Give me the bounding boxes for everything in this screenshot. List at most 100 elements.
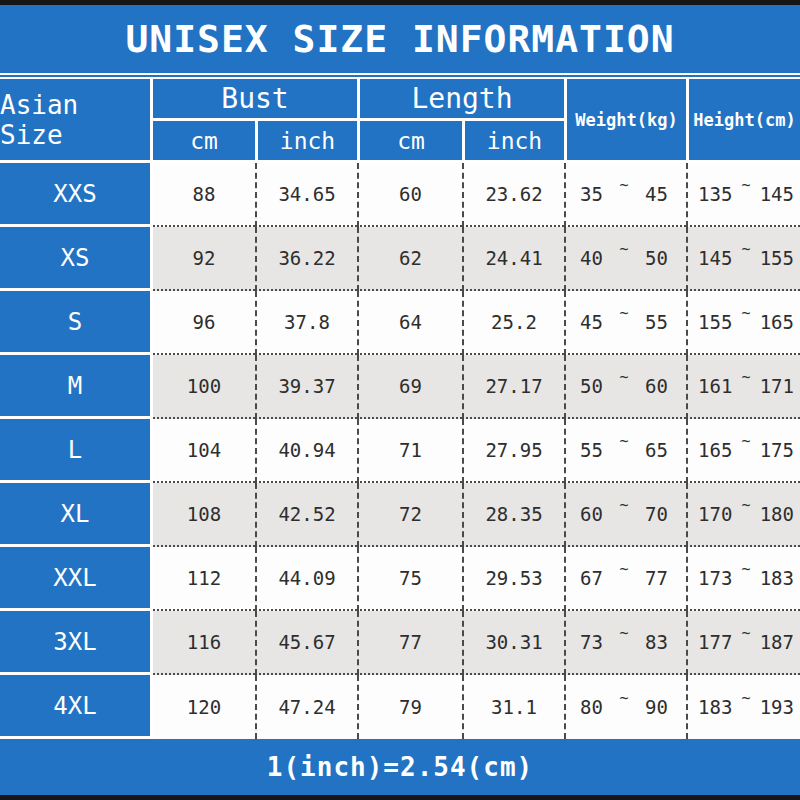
subcol-length-inch: inch — [462, 121, 564, 160]
tilde-glyph: ~ — [619, 432, 628, 450]
height-max: 165 — [760, 311, 794, 333]
bust-inch-cell: 45.67 — [255, 611, 357, 675]
length-cm-cell: 71 — [357, 419, 462, 483]
bust-inch-cell: 37.8 — [255, 291, 357, 355]
tilde-glyph: ~ — [741, 304, 750, 322]
weight-min: 55 — [580, 439, 603, 461]
size-chart-page: UNISEX SIZE INFORMATION Asian Size Bust … — [0, 0, 800, 800]
weight-max: 77 — [645, 567, 668, 589]
tilde-glyph: ~ — [619, 689, 628, 707]
table-header: Asian Size Bust Length Weight(kg) Height… — [0, 79, 800, 163]
length-inch-cell: 27.17 — [462, 355, 564, 419]
height-min: 135 — [698, 183, 732, 205]
table-row: XXS 88 34.65 60 23.62 35 ~ 45 135 ~ 145 — [0, 163, 800, 227]
tilde-glyph: ~ — [619, 368, 628, 386]
bust-cm-cell: 116 — [153, 611, 255, 675]
length-cm-cell: 60 — [357, 163, 462, 227]
bust-cm-cell: 88 — [153, 163, 255, 227]
height-min: 183 — [698, 696, 732, 718]
subcol-bust-inch: inch — [255, 121, 357, 160]
height-range-cell: 173 ~ 183 — [686, 547, 800, 611]
tilde-glyph: ~ — [741, 176, 750, 194]
length-cm-cell: 62 — [357, 227, 462, 291]
weight-max: 90 — [645, 696, 668, 718]
length-cm-cell: 75 — [357, 547, 462, 611]
weight-range-cell: 73 ~ 83 — [564, 611, 686, 675]
length-cm-cell: 69 — [357, 355, 462, 419]
weight-range-cell: 35 ~ 45 — [564, 163, 686, 227]
length-cm-cell: 79 — [357, 675, 462, 739]
length-inch-cell: 27.95 — [462, 419, 564, 483]
col-header-weight: Weight(kg) — [564, 79, 686, 160]
bust-inch-cell: 44.09 — [255, 547, 357, 611]
tilde-glyph: ~ — [741, 432, 750, 450]
height-max: 155 — [760, 247, 794, 269]
length-inch-cell: 29.53 — [462, 547, 564, 611]
tilde-glyph: ~ — [619, 560, 628, 578]
weight-range-cell: 45 ~ 55 — [564, 291, 686, 355]
weight-max: 70 — [645, 503, 668, 525]
subcol-length-cm: cm — [357, 121, 462, 160]
weight-max: 55 — [645, 311, 668, 333]
weight-max: 65 — [645, 439, 668, 461]
bust-inch-cell: 39.37 — [255, 355, 357, 419]
height-range-cell: 161 ~ 171 — [686, 355, 800, 419]
weight-min: 67 — [580, 567, 603, 589]
height-max: 180 — [760, 503, 794, 525]
weight-min: 35 — [580, 183, 603, 205]
tilde-glyph: ~ — [619, 496, 628, 514]
bust-inch-cell: 36.22 — [255, 227, 357, 291]
height-max: 187 — [760, 631, 794, 653]
weight-max: 50 — [645, 247, 668, 269]
tilde-glyph: ~ — [741, 240, 750, 258]
height-max: 171 — [760, 375, 794, 397]
weight-range-cell: 55 ~ 65 — [564, 419, 686, 483]
table-body: XXS 88 34.65 60 23.62 35 ~ 45 135 ~ 145 … — [0, 163, 800, 739]
bottom-frame-bar — [0, 795, 800, 800]
weight-min: 45 — [580, 311, 603, 333]
size-label-cell: 4XL — [0, 675, 153, 739]
height-max: 193 — [760, 696, 794, 718]
bust-cm-cell: 96 — [153, 291, 255, 355]
tilde-glyph: ~ — [619, 176, 628, 194]
tilde-glyph: ~ — [741, 689, 750, 707]
table-row: S 96 37.8 64 25.2 45 ~ 55 155 ~ 165 — [0, 291, 800, 355]
height-range-cell: 135 ~ 145 — [686, 163, 800, 227]
tilde-glyph: ~ — [741, 624, 750, 642]
table-row: XS 92 36.22 62 24.41 40 ~ 50 145 ~ 155 — [0, 227, 800, 291]
col-group-bust: Bust — [153, 79, 357, 121]
weight-max: 45 — [645, 183, 668, 205]
height-range-cell: 170 ~ 180 — [686, 483, 800, 547]
weight-min: 73 — [580, 631, 603, 653]
bust-cm-cell: 112 — [153, 547, 255, 611]
weight-range-cell: 40 ~ 50 — [564, 227, 686, 291]
weight-range-cell: 67 ~ 77 — [564, 547, 686, 611]
conversion-footnote: 1(inch)=2.54(cm) — [0, 739, 800, 795]
weight-max: 60 — [645, 375, 668, 397]
height-range-cell: 155 ~ 165 — [686, 291, 800, 355]
weight-min: 40 — [580, 247, 603, 269]
height-min: 165 — [698, 439, 732, 461]
bust-cm-cell: 92 — [153, 227, 255, 291]
size-label-cell: L — [0, 419, 153, 483]
tilde-glyph: ~ — [619, 304, 628, 322]
length-inch-cell: 31.1 — [462, 675, 564, 739]
col-group-length: Length — [357, 79, 564, 121]
bust-cm-cell: 108 — [153, 483, 255, 547]
weight-range-cell: 80 ~ 90 — [564, 675, 686, 739]
height-max: 145 — [760, 183, 794, 205]
length-inch-cell: 28.35 — [462, 483, 564, 547]
height-min: 170 — [698, 503, 732, 525]
height-range-cell: 177 ~ 187 — [686, 611, 800, 675]
weight-range-cell: 60 ~ 70 — [564, 483, 686, 547]
length-cm-cell: 64 — [357, 291, 462, 355]
col-header-asian-size: Asian Size — [0, 79, 153, 160]
length-inch-cell: 23.62 — [462, 163, 564, 227]
size-label-cell: M — [0, 355, 153, 419]
size-label-cell: S — [0, 291, 153, 355]
table-row: M 100 39.37 69 27.17 50 ~ 60 161 ~ 171 — [0, 355, 800, 419]
table-row: XXL 112 44.09 75 29.53 67 ~ 77 173 ~ 183 — [0, 547, 800, 611]
length-cm-cell: 77 — [357, 611, 462, 675]
height-min: 155 — [698, 311, 732, 333]
tilde-glyph: ~ — [619, 240, 628, 258]
